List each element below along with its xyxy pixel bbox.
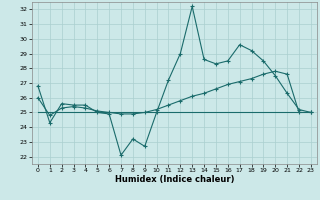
X-axis label: Humidex (Indice chaleur): Humidex (Indice chaleur)	[115, 175, 234, 184]
